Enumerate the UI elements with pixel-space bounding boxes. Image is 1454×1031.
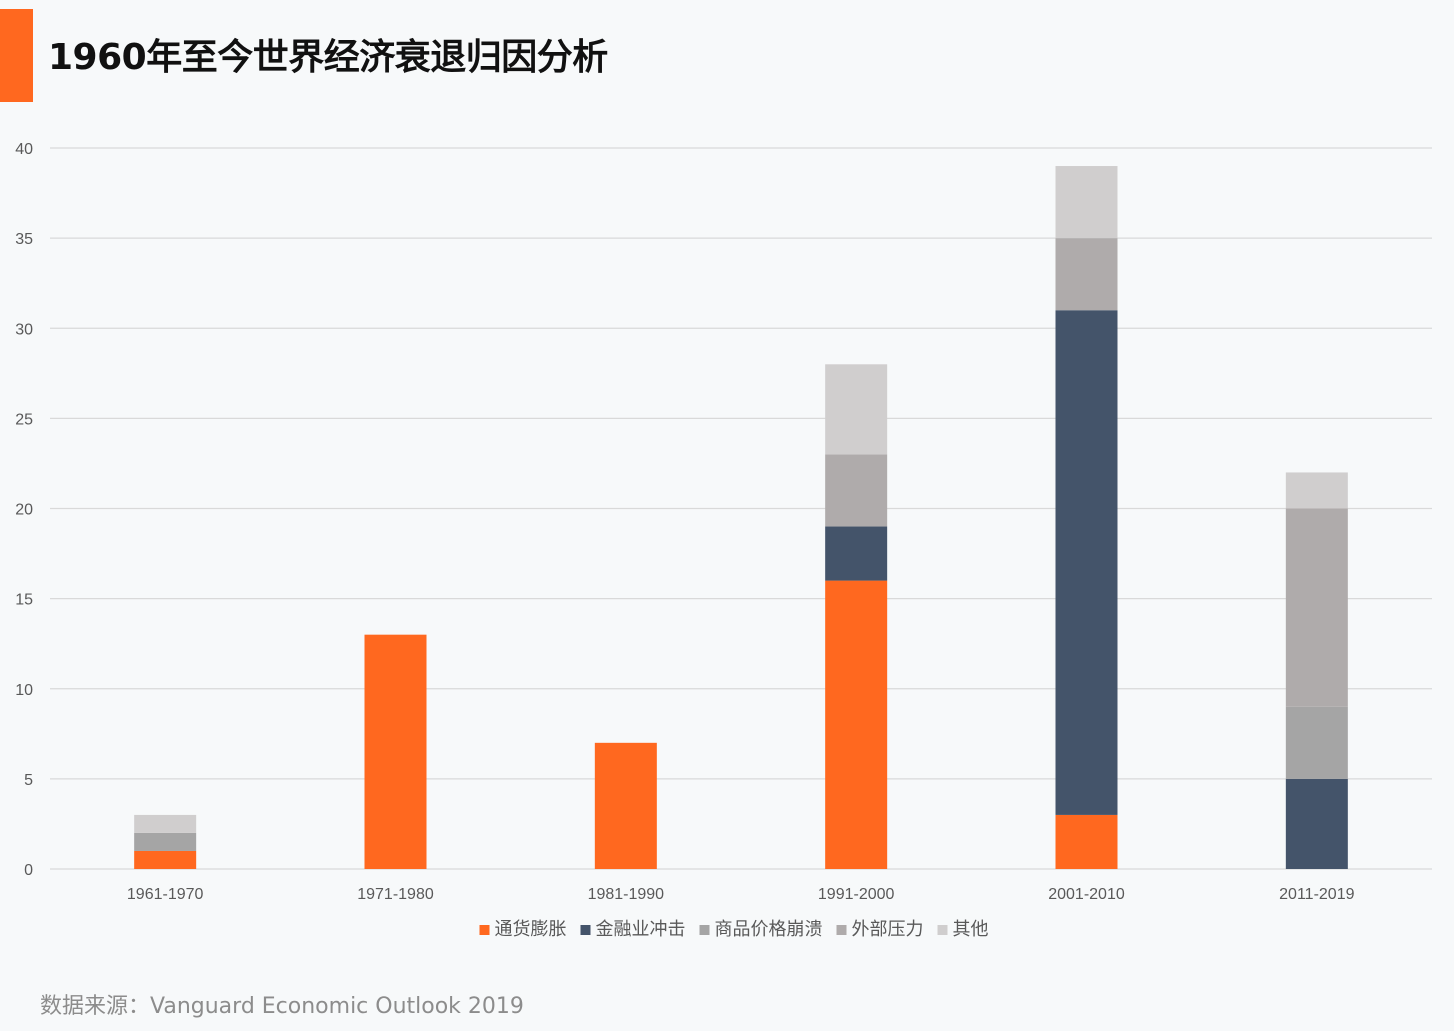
y-tick-label: 35: [15, 231, 33, 248]
bar-segment: [825, 364, 888, 455]
legend-swatch: [836, 925, 847, 935]
x-tick-label: 2011-2019: [1279, 886, 1354, 903]
bar-segment: [1055, 310, 1118, 815]
x-tick-label: 1981-1990: [588, 886, 665, 903]
legend-label: 外部压力: [852, 919, 924, 939]
legend: 通货膨胀 金融业冲击 商品价格崩溃 外部压力 其他: [479, 919, 989, 939]
legend-label: 其他: [953, 919, 989, 939]
chart-title: 1960年至今世界经济衰退归因分析: [48, 37, 608, 78]
bar-segment: [1285, 706, 1348, 779]
x-tick-label: 2001-2010: [1048, 886, 1125, 903]
bar-segment: [1285, 778, 1348, 869]
y-tick-label: 10: [15, 682, 33, 699]
legend-swatch: [699, 925, 710, 935]
bar-segment: [1055, 166, 1118, 239]
bar-segment: [1055, 238, 1118, 311]
legend-label: 金融业冲击: [596, 919, 686, 939]
bar-segment: [134, 832, 197, 851]
legend-swatch: [479, 925, 490, 935]
stacked-bar-chart: 0 5 10 15 20 25 30 35 40 1961-1970 1971-1980 1981-…: [15, 141, 1432, 939]
y-tick-label: 5: [24, 772, 33, 789]
x-axis-tick-labels: 1961-1970 1971-1980 1981-1990 1991-2000 2001…: [127, 886, 1355, 903]
y-axis-tick-labels: 0 5 10 15 20 25 30 35 40: [15, 141, 33, 879]
bar-segment: [1285, 472, 1348, 509]
y-tick-label: 0: [24, 862, 33, 879]
bar-segment: [825, 580, 888, 869]
gridlines: [50, 147, 1432, 870]
bar-segment: [1285, 508, 1348, 707]
x-tick-label: 1961-1970: [127, 886, 204, 903]
legend-label: 通货膨胀: [495, 919, 567, 939]
bar-segment: [1055, 814, 1118, 869]
bar-segment: [825, 526, 888, 581]
y-tick-label: 30: [15, 321, 33, 338]
bar-segment: [134, 814, 197, 833]
bar-segment: [364, 634, 427, 869]
bar-segment: [134, 850, 197, 869]
y-tick-label: 15: [15, 592, 33, 609]
bar-segment: [825, 454, 888, 527]
x-tick-label: 1991-2000: [818, 886, 895, 903]
source-note: 数据来源：Vanguard Economic Outlook 2019: [40, 994, 524, 1019]
x-tick-label: 1971-1980: [357, 886, 434, 903]
bar-segment: [594, 742, 657, 869]
title-accent-bar: [0, 9, 33, 102]
legend-label: 商品价格崩溃: [715, 919, 823, 939]
y-tick-label: 40: [15, 141, 33, 158]
y-tick-label: 25: [15, 411, 33, 428]
bars: [134, 166, 1348, 869]
legend-swatch: [937, 925, 948, 935]
legend-swatch: [580, 925, 591, 935]
y-tick-label: 20: [15, 502, 33, 519]
